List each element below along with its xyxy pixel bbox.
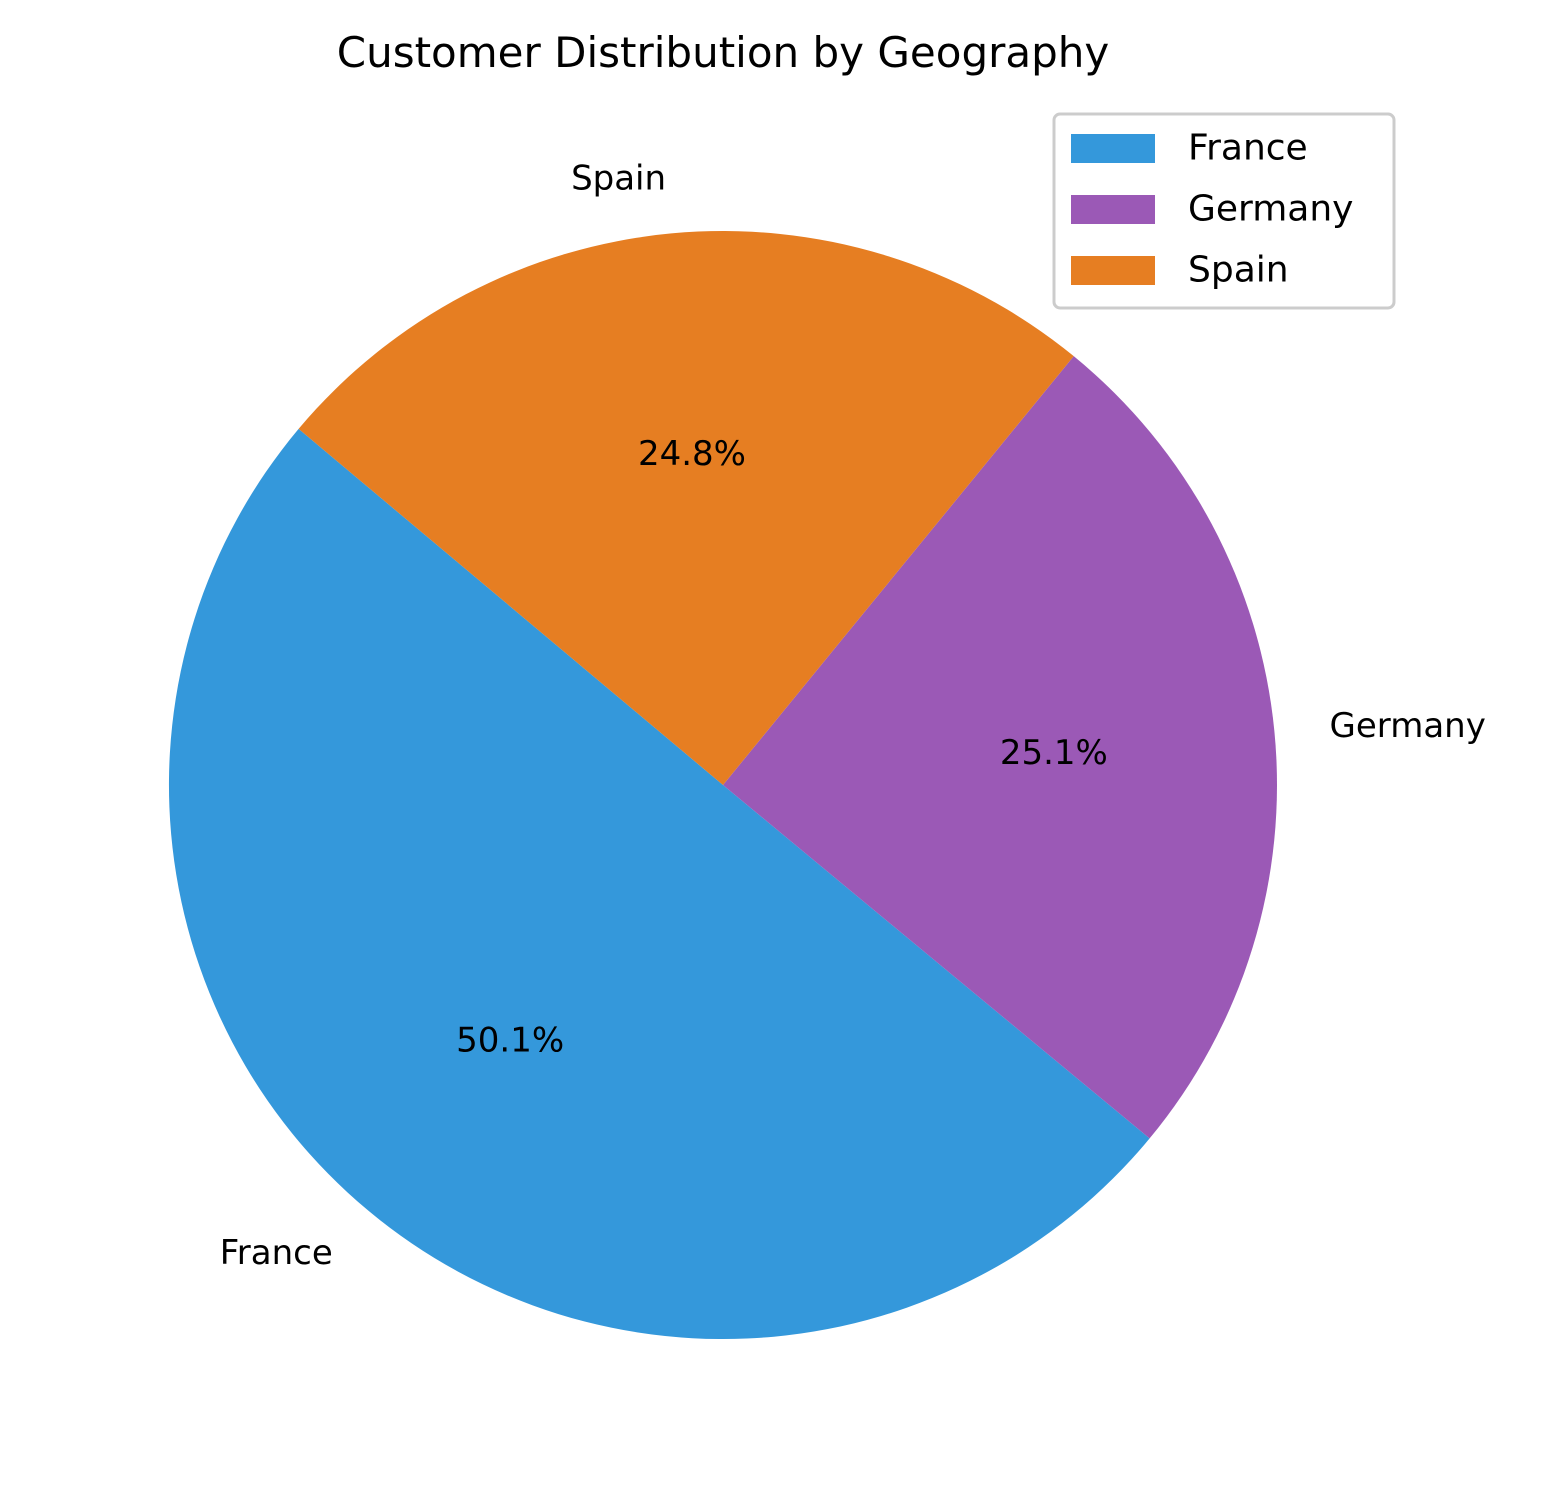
chart-legend: France Germany Spain — [1052, 112, 1396, 310]
percent-label-spain: 24.8% — [638, 434, 746, 474]
percent-label-france: 50.1% — [456, 1020, 564, 1060]
slice-label-spain: Spain — [571, 158, 666, 198]
legend-label-spain: Spain — [1188, 250, 1289, 291]
legend-label-germany: Germany — [1188, 189, 1353, 230]
legend-swatch-france — [1071, 134, 1155, 163]
legend-label-france: France — [1188, 128, 1308, 169]
chart-title: Customer Distribution by Geography — [337, 28, 1110, 77]
slice-label-france: France — [220, 1233, 333, 1273]
pie-slices — [168, 231, 1277, 1340]
pie-slice-france — [168, 428, 1150, 1340]
pie-slice-spain — [298, 231, 1074, 786]
pie-slice-germany — [723, 356, 1277, 1139]
percent-label-germany: 25.1% — [1000, 733, 1108, 773]
pie-labels: France 50.1% Germany 25.1% Spain 24.8% — [220, 158, 1486, 1273]
slice-label-germany: Germany — [1330, 706, 1486, 746]
legend-swatch-spain — [1071, 256, 1155, 285]
legend-swatch-germany — [1071, 195, 1155, 224]
